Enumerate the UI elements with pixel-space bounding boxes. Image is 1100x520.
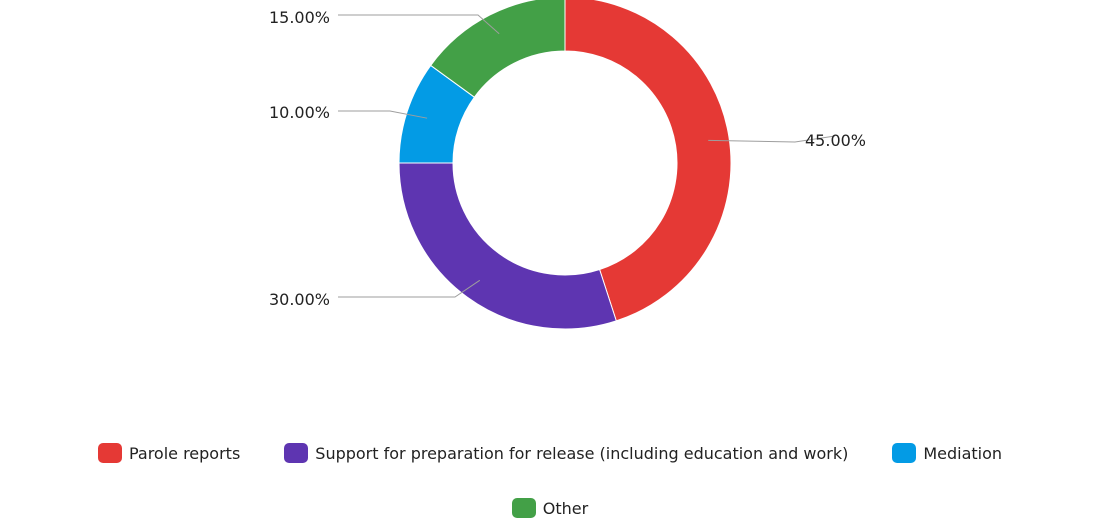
legend-swatch-mediation	[892, 443, 917, 463]
legend-row-2: Other	[0, 498, 1100, 518]
data-label-parole-reports: 45.00%	[805, 131, 866, 150]
legend-item-parole-reports[interactable]: Parole reports	[97, 443, 241, 463]
legend-item-other[interactable]: Other	[511, 498, 589, 518]
legend-item-mediation[interactable]: Mediation	[892, 443, 1002, 463]
legend-label-support-release: Support for preparation for release (inc…	[315, 443, 849, 463]
legend-item-support-release[interactable]: Support for preparation for release (inc…	[284, 443, 848, 463]
legend-swatch-parole-reports	[97, 443, 122, 463]
leader-line-mediation	[338, 110, 428, 119]
data-labels: 45.00% 30.00% 10.00% 15.00%	[269, 8, 866, 309]
legend-swatch-support-release	[284, 443, 309, 463]
leader-line-other	[338, 14, 500, 35]
legend-row-1: Parole reports Support for preparation f…	[0, 443, 1100, 463]
legend-label-parole-reports: Parole reports	[128, 443, 241, 463]
leader-line-parole-reports	[708, 135, 836, 143]
slice-other[interactable]	[430, 0, 566, 98]
donut-slices	[398, 0, 732, 330]
slice-parole-reports[interactable]	[564, 0, 732, 322]
data-label-mediation: 10.00%	[269, 103, 330, 122]
legend-swatch-other	[511, 498, 536, 518]
slice-support-for-preparation-for-rele[interactable]	[398, 162, 617, 330]
legend-label-mediation: Mediation	[923, 443, 1003, 463]
donut-chart: 45.00% 30.00% 10.00% 15.00%	[269, 0, 866, 330]
leader-lines	[338, 14, 836, 298]
leader-line-support-for-preparation-for-rele	[338, 279, 481, 298]
data-label-support-for-preparation-for-rele: 30.00%	[269, 290, 330, 309]
legend-label-other: Other	[542, 498, 589, 518]
data-label-other: 15.00%	[269, 8, 330, 27]
